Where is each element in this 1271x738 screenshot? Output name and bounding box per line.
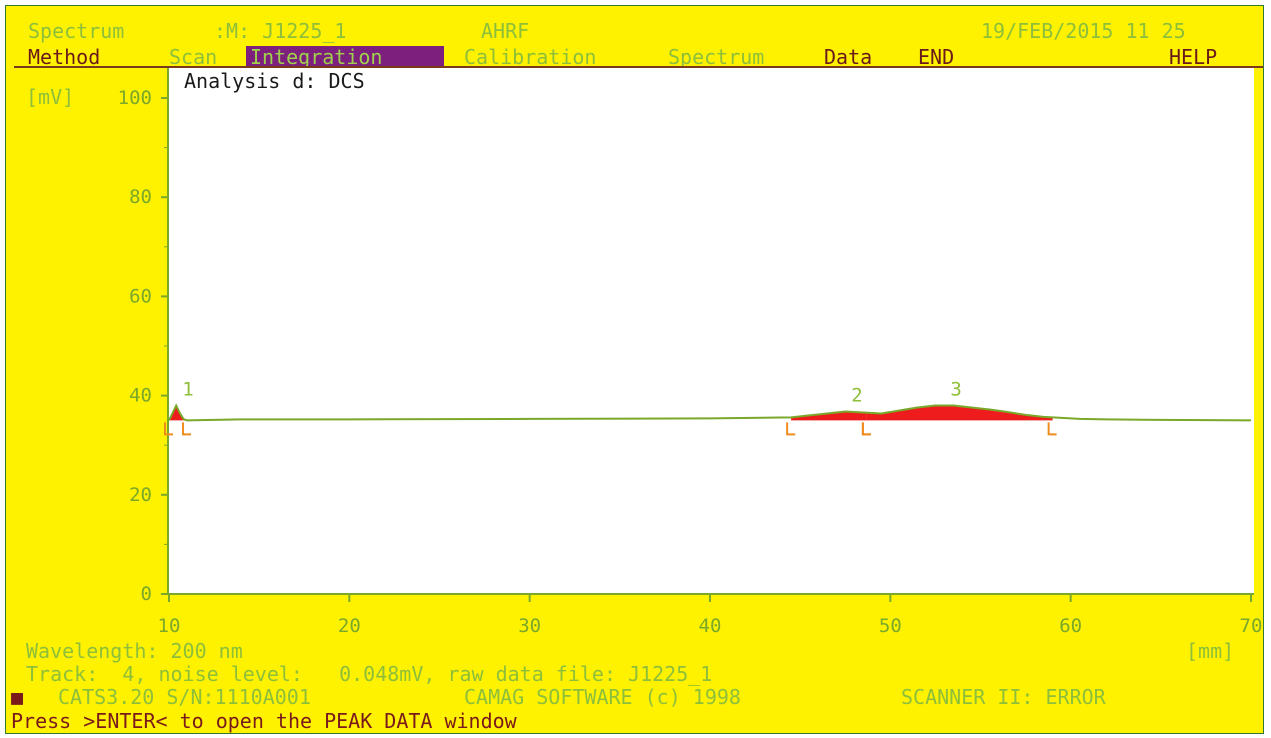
peak-label: 2 <box>851 384 862 406</box>
menu-integration[interactable]: Integration <box>246 46 444 68</box>
y-unit-label: [mV] <box>26 85 75 109</box>
menu-separator <box>14 66 1263 68</box>
x-tick-label: 60 <box>1059 615 1082 637</box>
window-title: Spectrum <box>28 19 125 43</box>
peak-markers <box>164 422 1057 436</box>
peak-boundary-marker <box>182 422 192 436</box>
peak-area <box>169 405 187 421</box>
menu-calibration[interactable]: Calibration <box>464 45 597 69</box>
peak-boundary-marker <box>786 422 796 436</box>
y-tick-label: 60 <box>129 285 152 307</box>
y-tick-label: 0 <box>141 583 152 605</box>
peaks-layer <box>169 405 1053 421</box>
prompt-line: Press >ENTER< to open the PEAK DATA wind… <box>11 709 517 733</box>
x-tick-label: 30 <box>518 615 541 637</box>
wavelength-label: Wavelength: 200 nm <box>26 639 243 663</box>
x-tick-label: 70 <box>1240 615 1263 637</box>
menu-end[interactable]: END <box>918 45 955 69</box>
y-tick-label: 40 <box>129 385 152 407</box>
peak-label: 3 <box>950 379 961 401</box>
peak-labels: 1 2 3 <box>182 379 962 407</box>
menu-help[interactable]: HELP <box>1169 45 1218 69</box>
y-tick-label: 80 <box>129 186 152 208</box>
x-tick-label: 10 <box>158 615 181 637</box>
cats-version: CATS3.20 S/N:1110A001 <box>58 685 311 709</box>
x-tick-label: 50 <box>879 615 902 637</box>
x-tick-label: 20 <box>338 615 361 637</box>
y-tick-label: 100 <box>118 87 152 109</box>
datetime-label: 19/FEB/2015 11 25 <box>981 19 1186 43</box>
scanner-screen: Spectrum :M: J1225_1 AHRF 19/FEB/2015 11… <box>5 5 1264 734</box>
peak-area <box>791 411 867 421</box>
method-label: :M: J1225_1 <box>214 19 347 43</box>
peak-label: 1 <box>182 379 193 401</box>
menu-method[interactable]: Method <box>28 45 101 69</box>
menu-data[interactable]: Data <box>824 45 873 69</box>
peak-boundary-marker <box>861 422 871 436</box>
menu-scan[interactable]: Scan <box>169 45 218 69</box>
chromatogram-chart: 0 20 40 60 80 100 10 20 30 40 50 60 70 1 2 3 <box>118 68 1263 637</box>
peak-area <box>866 405 1053 421</box>
mode-label: AHRF <box>481 19 530 43</box>
status-square-icon: ■ <box>11 685 24 709</box>
peak-boundary-marker <box>1047 422 1057 436</box>
menu-spectrum[interactable]: Spectrum <box>668 45 765 69</box>
track-info: Track: 4, noise level: 0.048mV, raw data… <box>26 662 713 686</box>
plot-area <box>169 68 1254 593</box>
x-tick-label: 40 <box>699 615 722 637</box>
x-ticks: 10 20 30 40 50 60 70 <box>158 594 1263 637</box>
scanner-status: SCANNER II: ERROR <box>901 685 1106 709</box>
trace-line <box>168 403 1252 422</box>
software-copyright: CAMAG SOFTWARE (c) 1998 <box>464 685 741 709</box>
y-ticks: 0 20 40 60 80 100 <box>118 87 168 605</box>
analysis-label: Analysis d: DCS <box>184 69 365 93</box>
y-tick-label: 20 <box>129 484 152 506</box>
x-unit-label: [mm] <box>1186 639 1235 663</box>
peak-boundary-marker <box>164 422 173 436</box>
